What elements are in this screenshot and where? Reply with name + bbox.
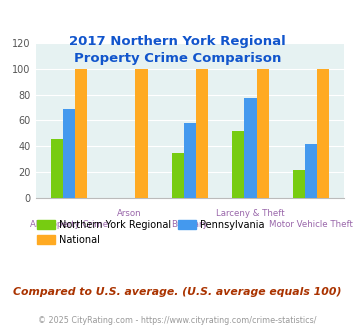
Bar [232, 131, 245, 198]
Bar [184, 123, 196, 198]
Legend: Northern York Regional, National, Pennsylvania: Northern York Regional, National, Pennsy… [33, 216, 268, 249]
Text: © 2025 CityRating.com - https://www.cityrating.com/crime-statistics/: © 2025 CityRating.com - https://www.city… [38, 315, 317, 325]
Text: Arson: Arson [117, 209, 142, 218]
Bar [135, 69, 148, 198]
Bar [293, 170, 305, 198]
Text: Motor Vehicle Theft: Motor Vehicle Theft [269, 220, 353, 229]
Bar [51, 139, 63, 198]
Bar [75, 69, 87, 198]
Bar [172, 153, 184, 198]
Bar [63, 109, 75, 198]
Text: All Property Crime: All Property Crime [30, 220, 108, 229]
Bar [257, 69, 269, 198]
Text: Burglary: Burglary [171, 220, 208, 229]
Bar [245, 98, 257, 198]
Bar [196, 69, 208, 198]
Text: 2017 Northern York Regional
Property Crime Comparison: 2017 Northern York Regional Property Cri… [69, 35, 286, 65]
Bar [317, 69, 329, 198]
Text: Larceny & Theft: Larceny & Theft [216, 209, 285, 218]
Text: Compared to U.S. average. (U.S. average equals 100): Compared to U.S. average. (U.S. average … [13, 287, 342, 297]
Bar [305, 144, 317, 198]
